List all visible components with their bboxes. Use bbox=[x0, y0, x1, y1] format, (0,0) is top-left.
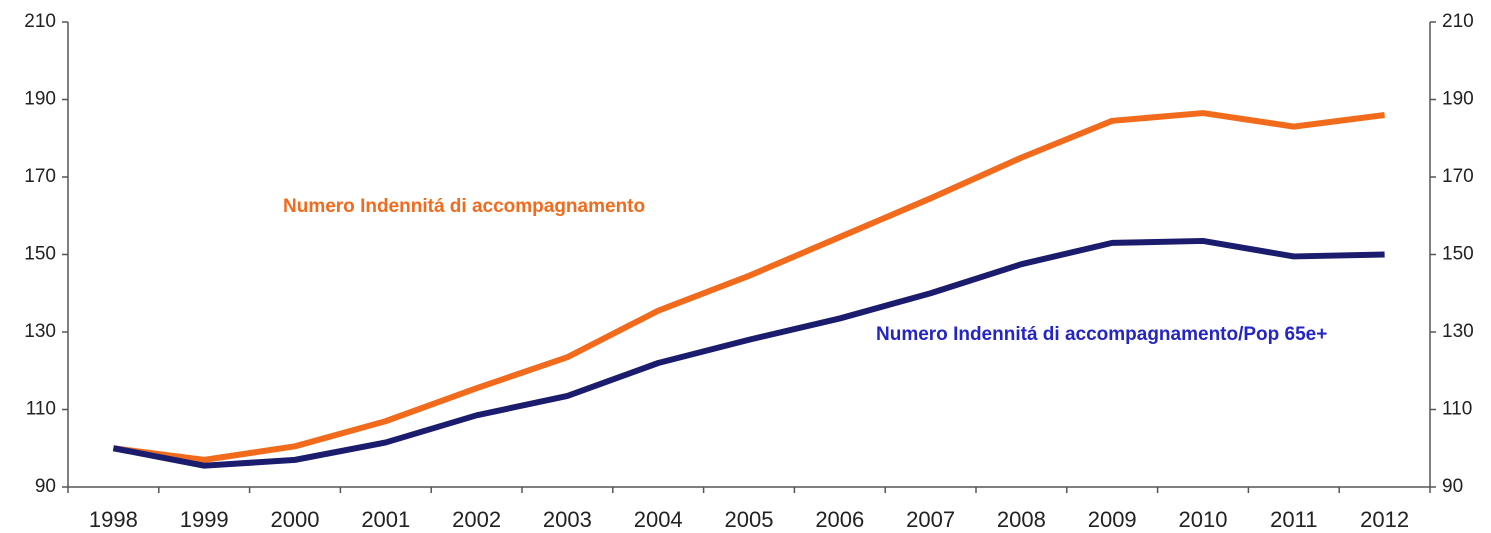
y2-tick-label: 90 bbox=[1442, 476, 1463, 497]
y2-tick-label: 210 bbox=[1442, 11, 1474, 32]
x-tick-label: 1998 bbox=[89, 507, 138, 532]
series-line bbox=[112, 237, 1385, 469]
x-tick-label: 2008 bbox=[997, 507, 1046, 532]
x-tick-label: 2001 bbox=[361, 507, 410, 532]
x-tick-label: 2005 bbox=[725, 507, 774, 532]
y2-tick-label: 150 bbox=[1442, 244, 1474, 265]
x-tick-label: 2000 bbox=[271, 507, 320, 532]
x-tick-label: 2004 bbox=[634, 507, 683, 532]
y2-tick-label: 110 bbox=[1442, 399, 1472, 420]
x-tick-label: 2002 bbox=[452, 507, 501, 532]
x-tick-label: 2006 bbox=[815, 507, 864, 532]
x-tick-label: 2010 bbox=[1179, 507, 1228, 532]
y-tick-label: 90 bbox=[35, 476, 56, 497]
y2-tick-label: 190 bbox=[1442, 89, 1474, 110]
y-tick-label: 210 bbox=[24, 11, 56, 32]
y2-tick-label: 130 bbox=[1442, 321, 1474, 342]
y-tick-label: 130 bbox=[24, 321, 56, 342]
x-tick-label: 1999 bbox=[180, 507, 229, 532]
y2-tick-label: 170 bbox=[1442, 166, 1474, 187]
series-label: Numero Indennitá di accompagnamento bbox=[283, 196, 646, 217]
y-tick-label: 150 bbox=[24, 244, 56, 265]
y-tick-label: 110 bbox=[26, 399, 56, 420]
x-tick-label: 2007 bbox=[906, 507, 955, 532]
series-label: Numero Indennitá di accompagnamento/Pop … bbox=[876, 324, 1328, 345]
x-tick-label: 2009 bbox=[1088, 507, 1137, 532]
x-tick-label: 2011 bbox=[1270, 507, 1317, 532]
series-line bbox=[113, 110, 1385, 463]
y-tick-label: 190 bbox=[24, 89, 56, 110]
x-tick-label: 2003 bbox=[543, 507, 592, 532]
y-tick-label: 170 bbox=[24, 166, 56, 187]
x-tick-label: 2012 bbox=[1360, 507, 1409, 532]
